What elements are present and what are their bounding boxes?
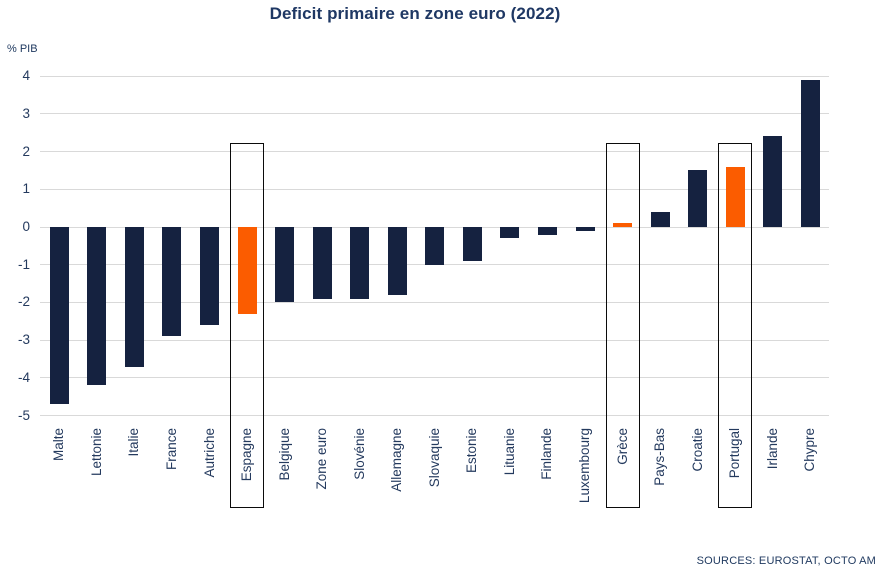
bar-chypre bbox=[800, 79, 820, 227]
bar-slovaquie bbox=[425, 227, 445, 265]
y-tick-label-0: 0 bbox=[22, 219, 30, 234]
highlight-box-espagne bbox=[230, 143, 265, 508]
bar-finlande bbox=[537, 227, 557, 235]
gridline-y--2 bbox=[40, 301, 829, 303]
category-label-slovenie: Slovénie bbox=[351, 428, 367, 480]
category-label-irlande: Irlande bbox=[764, 428, 780, 470]
bar-portugal bbox=[725, 166, 745, 227]
y-tick-label--3: -3 bbox=[17, 332, 30, 348]
bar-espagne bbox=[237, 227, 257, 314]
category-label-france: France bbox=[163, 428, 179, 471]
bar-allemagne bbox=[387, 227, 407, 295]
bar-luxembourg bbox=[575, 227, 595, 231]
y-tick-label-4: 4 bbox=[22, 68, 30, 84]
category-label-luxembourg: Luxembourg bbox=[577, 428, 592, 504]
category-label-finlande: Finlande bbox=[539, 428, 555, 480]
bar-grece bbox=[613, 223, 633, 227]
gridline-y-4 bbox=[40, 75, 829, 77]
bar-zone-euro bbox=[312, 227, 332, 299]
bar-estonie bbox=[462, 227, 482, 261]
y-tick-label-2: 2 bbox=[22, 143, 30, 159]
gridline-y--5 bbox=[40, 415, 829, 417]
source-note: SOURCES: EUROSTAT, OCTO AM bbox=[696, 555, 876, 567]
bar-belgique bbox=[275, 227, 295, 303]
bar-pays-bas bbox=[650, 211, 670, 227]
y-axis-unit-label: % PIB bbox=[7, 43, 38, 55]
category-label-portugal: Portugal bbox=[727, 428, 743, 479]
category-label-chypre: Chypre bbox=[802, 428, 818, 472]
category-label-pays-bas: Pays-Bas bbox=[652, 428, 668, 486]
y-tick-label-1: 1 bbox=[22, 181, 30, 197]
category-label-croatie: Croatie bbox=[689, 428, 705, 472]
bar-france bbox=[162, 227, 182, 337]
y-tick-label-3: 3 bbox=[22, 105, 30, 121]
category-label-estonie: Estonie bbox=[464, 428, 480, 474]
bar-slovenie bbox=[350, 227, 370, 299]
category-label-zone-euro: Zone euro bbox=[314, 428, 330, 490]
gridline-y-2 bbox=[40, 151, 829, 153]
y-tick-label--1: -1 bbox=[17, 256, 30, 272]
category-label-grece: Grèce bbox=[614, 428, 630, 465]
y-tick-label--2: -2 bbox=[17, 294, 30, 310]
category-label-espagne: Espagne bbox=[239, 428, 255, 482]
y-tick-label--5: -5 bbox=[17, 407, 30, 423]
bar-malte bbox=[49, 227, 69, 405]
y-tick-label--4: -4 bbox=[17, 369, 30, 385]
category-label-autriche: Autriche bbox=[201, 428, 217, 478]
bar-lituanie bbox=[500, 227, 520, 239]
gridline-y-1 bbox=[40, 188, 829, 190]
gridline-y--4 bbox=[40, 377, 829, 379]
category-label-lettonie: Lettonie bbox=[88, 428, 104, 477]
chart-title: Deficit primaire en zone euro (2022) bbox=[269, 4, 561, 23]
highlight-box-portugal bbox=[718, 143, 753, 508]
category-label-italie: Italie bbox=[126, 428, 142, 457]
category-label-belgique: Belgique bbox=[276, 428, 292, 481]
highlight-box-grece bbox=[605, 143, 640, 508]
bar-irlande bbox=[763, 136, 783, 227]
gridline-y--3 bbox=[40, 339, 829, 341]
bar-autriche bbox=[200, 227, 219, 326]
gridline-y-3 bbox=[40, 113, 829, 115]
bar-croatie bbox=[688, 170, 708, 227]
category-label-lituanie: Lituanie bbox=[501, 428, 517, 476]
category-label-malte: Malte bbox=[51, 428, 67, 462]
bar-italie bbox=[124, 227, 144, 367]
gridline-y--1 bbox=[40, 264, 829, 266]
category-label-slovaquie: Slovaquie bbox=[426, 428, 442, 488]
category-label-allemagne: Allemagne bbox=[389, 428, 405, 492]
bar-lettonie bbox=[87, 227, 107, 386]
